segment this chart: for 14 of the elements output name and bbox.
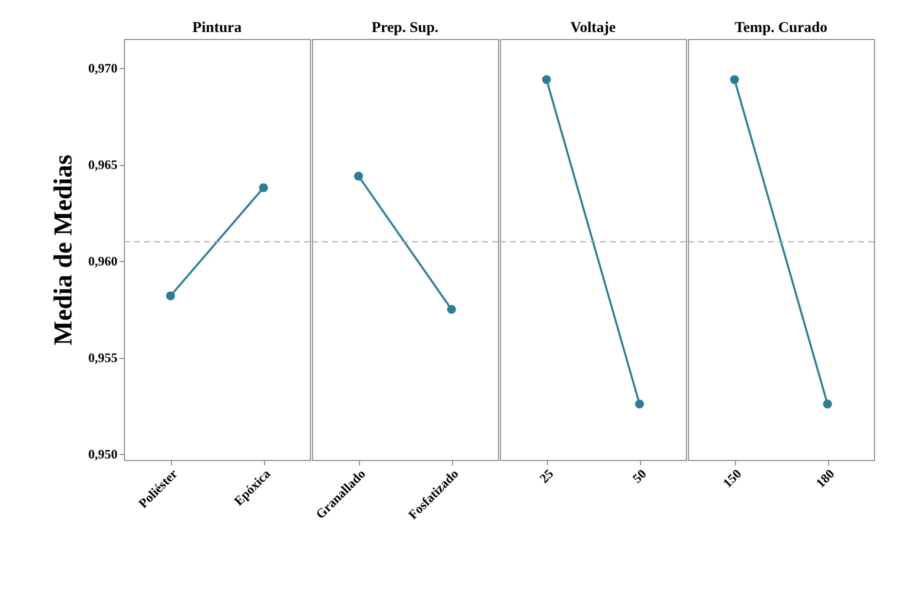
chart-title: Temp. Curado xyxy=(734,20,828,36)
y-tick-label: 0,955 xyxy=(88,350,118,366)
x-tick-label: 180 xyxy=(812,466,838,490)
chart-title: Pintura xyxy=(192,20,242,36)
y-axis-title: Media de Medias xyxy=(48,154,78,346)
chart-title: Voltaje xyxy=(570,20,616,36)
y-tick-label: 0,950 xyxy=(88,446,118,462)
y-tick-label: 0,965 xyxy=(88,157,118,172)
y-tick-label: 0,970 xyxy=(88,60,118,76)
x-tick-label: 50 xyxy=(629,466,650,486)
chart-title: Prep. Sup. xyxy=(372,20,439,36)
x-tick-label: 25 xyxy=(536,466,557,486)
y-tick-label: 0,960 xyxy=(88,254,118,269)
x-tick-label: 150 xyxy=(720,466,744,490)
